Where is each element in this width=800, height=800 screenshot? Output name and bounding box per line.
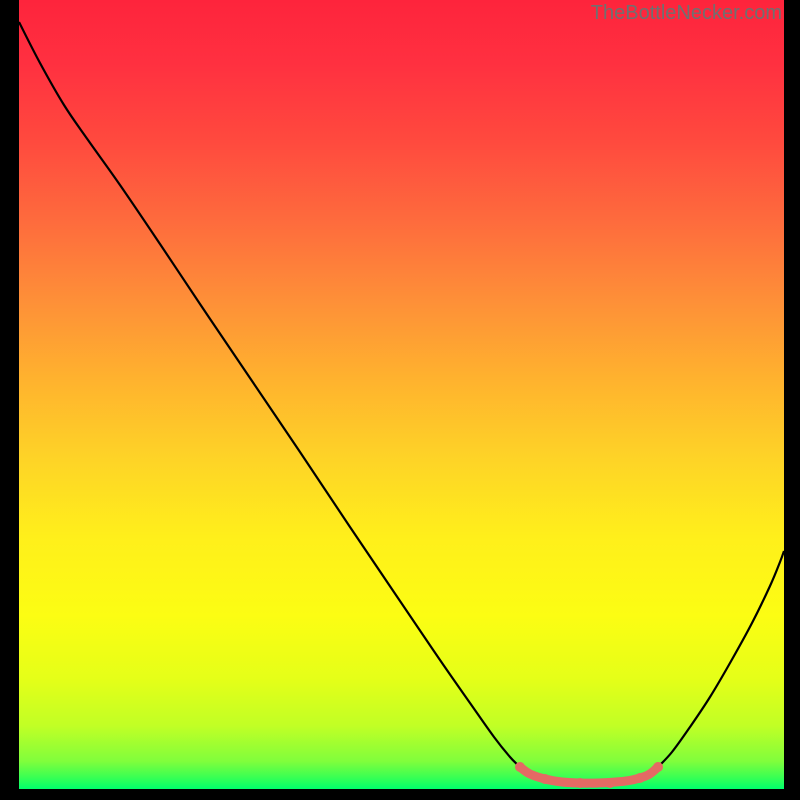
chart-container: TheBottleNecker.com <box>0 0 800 800</box>
chart-plot-area <box>19 0 784 789</box>
watermark-text: TheBottleNecker.com <box>591 2 782 25</box>
